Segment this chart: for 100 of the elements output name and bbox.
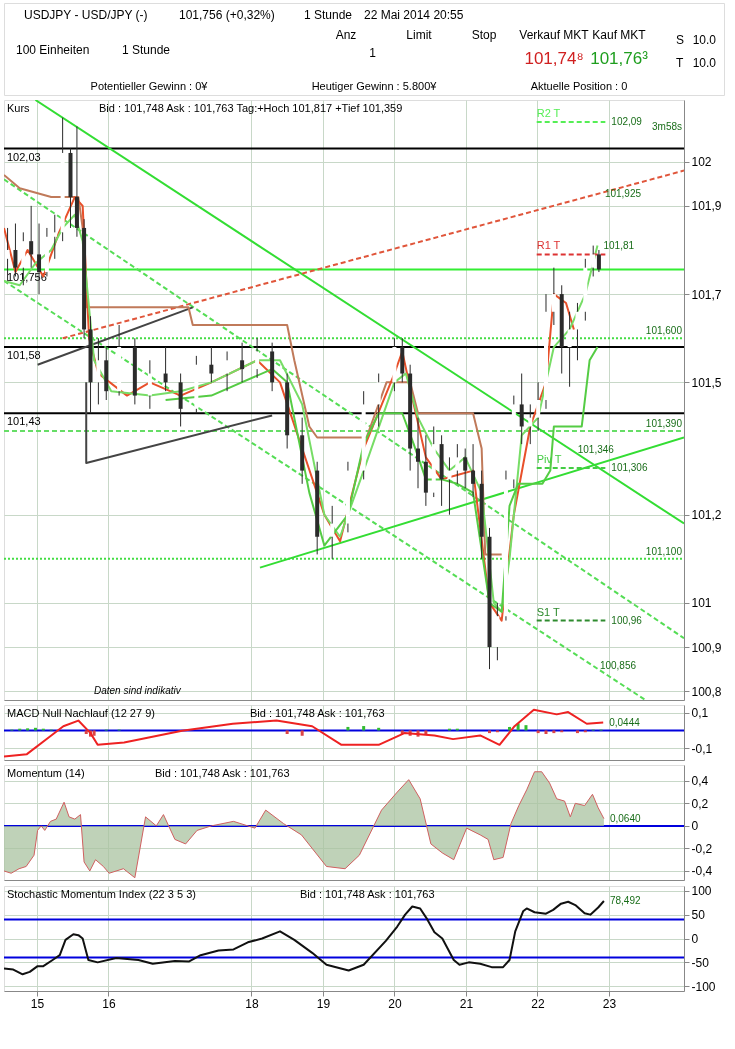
text: S — [676, 33, 685, 47]
annotation: 100,856 — [599, 660, 637, 672]
candlestick — [29, 205, 34, 269]
annotation: Daten sind indikativ — [94, 685, 182, 696]
candlestick — [400, 337, 405, 383]
chart-subtitle: Bid : 101,748 Ask : 101,763 — [300, 888, 435, 900]
y-tick-label: 101 — [691, 596, 712, 611]
y-tick-label: 0,1 — [691, 706, 709, 721]
text: 101,74⁸ — [524, 49, 584, 68]
text: 10.0 — [692, 33, 717, 47]
chart-title: Momentum (14) — [7, 767, 85, 779]
annotation: 101,346 — [577, 444, 615, 456]
ref-line-label: 101,600 — [645, 325, 683, 337]
y-tick-label: 101,5 — [691, 375, 722, 390]
ref-line-label: 101,43 — [7, 415, 41, 428]
text: Limit — [406, 28, 433, 42]
y-tick-label: 100 — [691, 884, 712, 899]
text: Kauf MKT — [592, 28, 647, 42]
y-tick-label: 0,4 — [691, 774, 709, 789]
candlestick — [82, 218, 87, 339]
candlestick — [487, 527, 492, 670]
y-tick-label: 0 — [691, 932, 699, 946]
annotation: 101,306 — [611, 461, 648, 473]
candlestick — [285, 373, 290, 450]
text: 22 Mai 2014 20:55 — [364, 8, 464, 22]
candlestick — [408, 364, 413, 472]
candlestick — [52, 214, 57, 260]
text: Aktuelle Position : 0 — [530, 80, 628, 92]
candlestick — [416, 417, 421, 489]
chart-subtitle: Bid : 101,748 Ask : 101,763 — [250, 707, 385, 719]
text: 101,756 (+0,32%) — [179, 8, 275, 22]
chart-title: Kurs — [7, 102, 31, 114]
x-tick-label: 16 — [102, 996, 116, 1011]
chart-title: Stochastic Momentum Index (22 3 5 3) — [7, 888, 196, 900]
y-tick-label: 102 — [691, 155, 712, 170]
text: T — [676, 56, 684, 70]
series-label: R1 T — [536, 239, 561, 252]
x-tick-label: 23 — [602, 996, 617, 1011]
line-series — [4, 900, 605, 976]
candlestick — [163, 346, 168, 392]
text: Heutiger Gewinn : 5.800¥ — [311, 80, 438, 92]
candlestick — [596, 249, 601, 273]
y-tick-label: 101,2 — [691, 508, 722, 523]
series-label: S1 T — [536, 605, 561, 618]
candlestick — [559, 284, 564, 375]
candlestick — [5, 227, 10, 282]
x-tick-label: 19 — [316, 996, 331, 1011]
series-label: R2 T — [536, 107, 561, 120]
annotation: 78,492 — [609, 895, 641, 907]
chart-subtitle: Bid : 101,748 Ask : 101,763 Tag:+Hoch 101,817 +Tief 101,359 — [99, 102, 403, 114]
annotation: 0,0640 — [609, 812, 641, 824]
y-tick-label: 0 — [691, 819, 699, 834]
y-tick-label: -0,2 — [691, 841, 713, 856]
y-tick-label: -0,1 — [691, 741, 713, 756]
candlestick — [447, 456, 452, 516]
annotation: 101,81 — [603, 239, 635, 251]
text: Stop — [471, 28, 497, 42]
text: 1 Stunde — [304, 8, 353, 22]
text: 1 Stunde — [122, 43, 171, 57]
y-tick-label: -100 — [691, 979, 716, 994]
ref-line-label: 101,100 — [645, 545, 683, 557]
candlestick — [132, 337, 137, 405]
text: Anz — [335, 28, 357, 42]
candlestick — [315, 461, 320, 555]
candlestick — [270, 342, 275, 392]
y-tick-label: 0,2 — [691, 796, 709, 811]
candlestick — [104, 346, 109, 401]
x-tick-label: 21 — [459, 996, 474, 1011]
annotation: 102,09 — [611, 116, 643, 128]
y-tick-label: 101,7 — [691, 287, 722, 302]
candlestick — [68, 148, 73, 229]
annotation: 3m58s — [651, 121, 682, 132]
candlestick — [88, 315, 93, 414]
x-tick-label: 22 — [531, 996, 545, 1011]
candlestick — [300, 417, 305, 485]
annotation: 101,925 — [604, 187, 642, 199]
line-series — [4, 708, 605, 758]
y-tick-label: 101,9 — [691, 199, 722, 214]
candlestick — [74, 125, 79, 238]
candlestick — [463, 448, 468, 489]
chart-subtitle: Bid : 101,748 Ask : 101,763 — [155, 767, 290, 779]
candlestick — [471, 443, 476, 498]
candlestick — [178, 373, 183, 427]
text: Potentieller Gewinn : 0¥ — [90, 80, 209, 92]
chart-title: MACD Null Nachlauf (12 27 9) — [7, 707, 155, 719]
candlestick — [528, 403, 533, 445]
ref-line-label: 102,03 — [7, 150, 41, 163]
text: 10.0 — [692, 56, 717, 70]
candlestick — [439, 434, 444, 507]
x-tick-label: 20 — [388, 996, 402, 1011]
y-tick-label: -50 — [691, 955, 710, 970]
y-tick-label: 50 — [691, 908, 706, 923]
text: 1 — [369, 46, 377, 60]
y-tick-label: -0,4 — [691, 864, 713, 879]
y-tick-label: 100,8 — [691, 684, 722, 699]
candlestick — [519, 373, 524, 445]
candlestick — [479, 470, 484, 560]
candlestick — [240, 342, 245, 383]
x-tick-label: 18 — [245, 996, 259, 1011]
text: 100 Einheiten — [16, 43, 90, 57]
